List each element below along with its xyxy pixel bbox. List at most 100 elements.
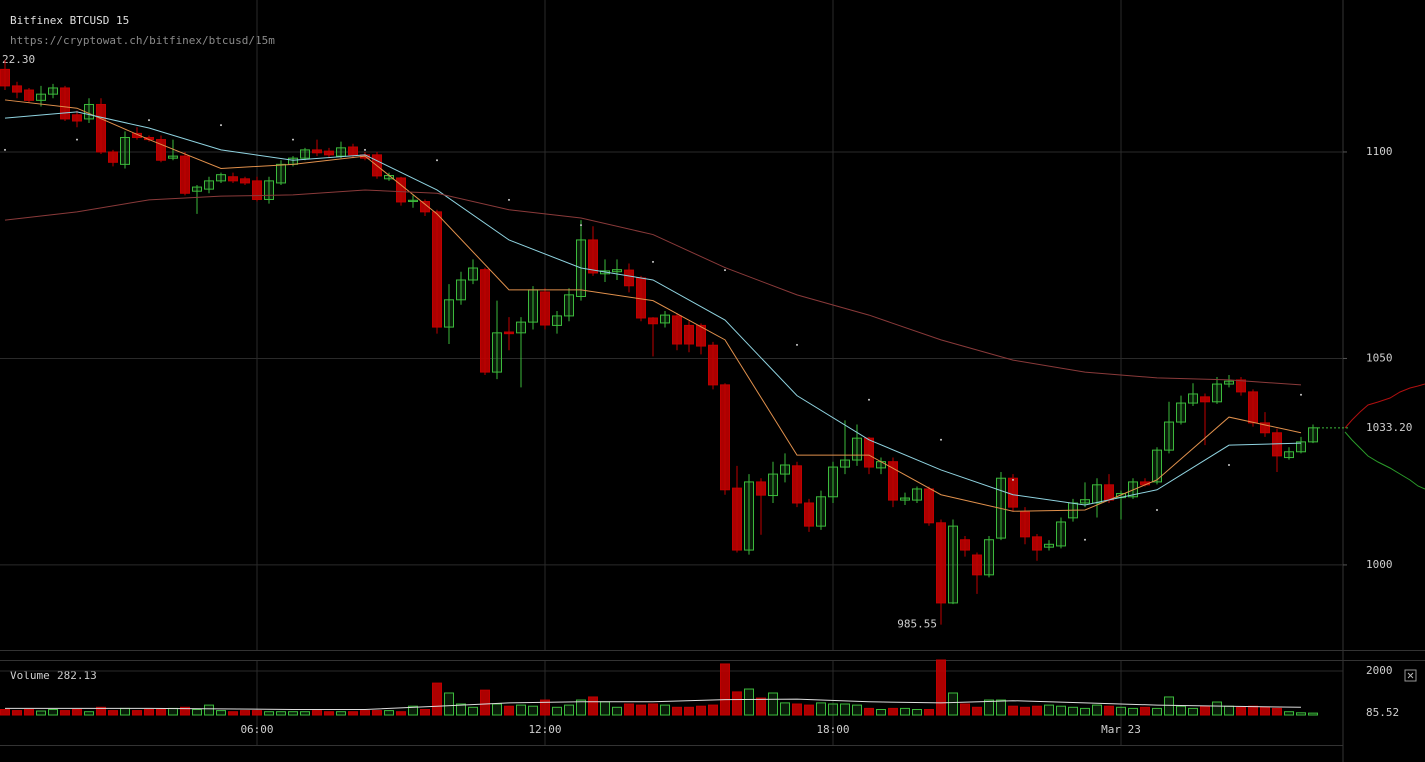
volume-bar xyxy=(972,706,982,716)
x-tick-label: 18:00 xyxy=(816,723,849,736)
volume-bar xyxy=(204,704,214,716)
volume-bar xyxy=(72,709,82,716)
volume-bar xyxy=(720,663,730,716)
volume-bar xyxy=(1176,705,1186,716)
high-label: 22.30 xyxy=(2,53,35,66)
candle-body xyxy=(972,554,982,576)
close-icon[interactable] xyxy=(1407,672,1414,679)
volume-bar xyxy=(480,689,490,716)
volume-bar xyxy=(420,709,430,716)
candle-body xyxy=(1200,396,1210,403)
volume-bar xyxy=(60,710,70,716)
volume-bar xyxy=(960,703,970,716)
candle-body xyxy=(792,465,802,504)
candle-body xyxy=(1104,484,1114,501)
volume-bar xyxy=(708,704,718,716)
volume-bar xyxy=(1236,706,1246,716)
candle-body xyxy=(1056,521,1066,547)
volume-bar xyxy=(228,711,238,716)
candle-body xyxy=(192,186,202,192)
candle-body xyxy=(0,68,10,87)
volume-bar xyxy=(372,710,382,716)
volume-bar xyxy=(384,710,394,716)
candle-body xyxy=(852,437,862,461)
volume-bar xyxy=(1104,705,1114,716)
candle-body xyxy=(1248,391,1258,424)
candle-body xyxy=(912,488,922,501)
candle-body xyxy=(336,147,346,157)
candle-body xyxy=(528,289,538,323)
candle-body xyxy=(1212,383,1222,403)
candle-body xyxy=(468,267,478,281)
y-tick-label: 1050 xyxy=(1366,351,1393,364)
volume-bar xyxy=(36,710,46,716)
candle-body xyxy=(48,87,58,95)
volume-bar xyxy=(948,692,958,716)
volume-bar xyxy=(876,709,886,716)
candle-body xyxy=(228,176,238,182)
volume-bar xyxy=(1140,706,1150,716)
volume-bar xyxy=(540,699,550,716)
volume-bar xyxy=(588,696,598,716)
last-price-label: 1033.20 xyxy=(1366,421,1412,434)
candle-body xyxy=(936,522,946,604)
sar-dot xyxy=(76,138,78,141)
volume-bar xyxy=(252,710,262,716)
sar-dot xyxy=(1012,478,1014,481)
volume-bar xyxy=(1260,706,1270,716)
sar-dot xyxy=(652,260,654,263)
y-tick-label: 1000 xyxy=(1366,558,1393,571)
candle-body xyxy=(432,211,442,328)
volume-last-label: 85.52 xyxy=(1366,706,1399,719)
candle-body xyxy=(312,149,322,154)
candle-body xyxy=(564,294,574,317)
volume-bar xyxy=(108,710,118,716)
close-button[interactable] xyxy=(1404,669,1417,682)
volume-bar xyxy=(288,711,298,716)
candle-body xyxy=(1032,536,1042,551)
candle-body xyxy=(648,317,658,325)
volume-bar xyxy=(312,710,322,716)
candle-body xyxy=(624,269,634,287)
close-button-box[interactable] xyxy=(1404,669,1417,682)
moving-average xyxy=(4,111,1302,506)
candle-body xyxy=(168,155,178,159)
moving-average xyxy=(4,189,1302,386)
volume-bar xyxy=(576,699,586,716)
candle-body xyxy=(1260,422,1270,434)
volume-bar xyxy=(96,706,106,716)
candle-body xyxy=(552,315,562,326)
low-label: 985.55 xyxy=(897,618,937,631)
volume-bar xyxy=(192,709,202,716)
candle-body xyxy=(960,539,970,551)
x-tick-label: Mar 23 xyxy=(1101,723,1141,736)
candle-body xyxy=(60,87,70,120)
candle-body xyxy=(768,473,778,497)
chart-subtitle: https://cryptowat.ch/bitfinex/btcusd/15m xyxy=(10,34,275,47)
candle-body xyxy=(180,155,190,194)
volume-bar xyxy=(240,710,250,716)
volume-bar xyxy=(84,711,94,716)
volume-bar xyxy=(1308,712,1318,716)
volume-bar xyxy=(1128,707,1138,716)
sar-dot xyxy=(796,343,798,346)
x-tick-label: 06:00 xyxy=(240,723,273,736)
volume-bar xyxy=(852,704,862,716)
chart-title: Bitfinex BTCUSD 15 xyxy=(10,14,129,27)
candle-body xyxy=(696,324,706,347)
volume-bar xyxy=(564,704,574,716)
volume-bar xyxy=(888,707,898,716)
candle-body xyxy=(108,151,118,163)
volume-bar xyxy=(780,702,790,716)
candle-body xyxy=(288,157,298,165)
candle-body xyxy=(828,466,838,498)
sar-dot xyxy=(292,138,294,141)
candle-body xyxy=(276,163,286,184)
volume-bar xyxy=(216,710,226,716)
volume-bar xyxy=(600,701,610,716)
volume-bar xyxy=(744,688,754,716)
volume-bar xyxy=(120,707,130,716)
volume-bar xyxy=(12,710,22,716)
volume-bar xyxy=(48,709,58,716)
volume-bar xyxy=(492,703,502,716)
